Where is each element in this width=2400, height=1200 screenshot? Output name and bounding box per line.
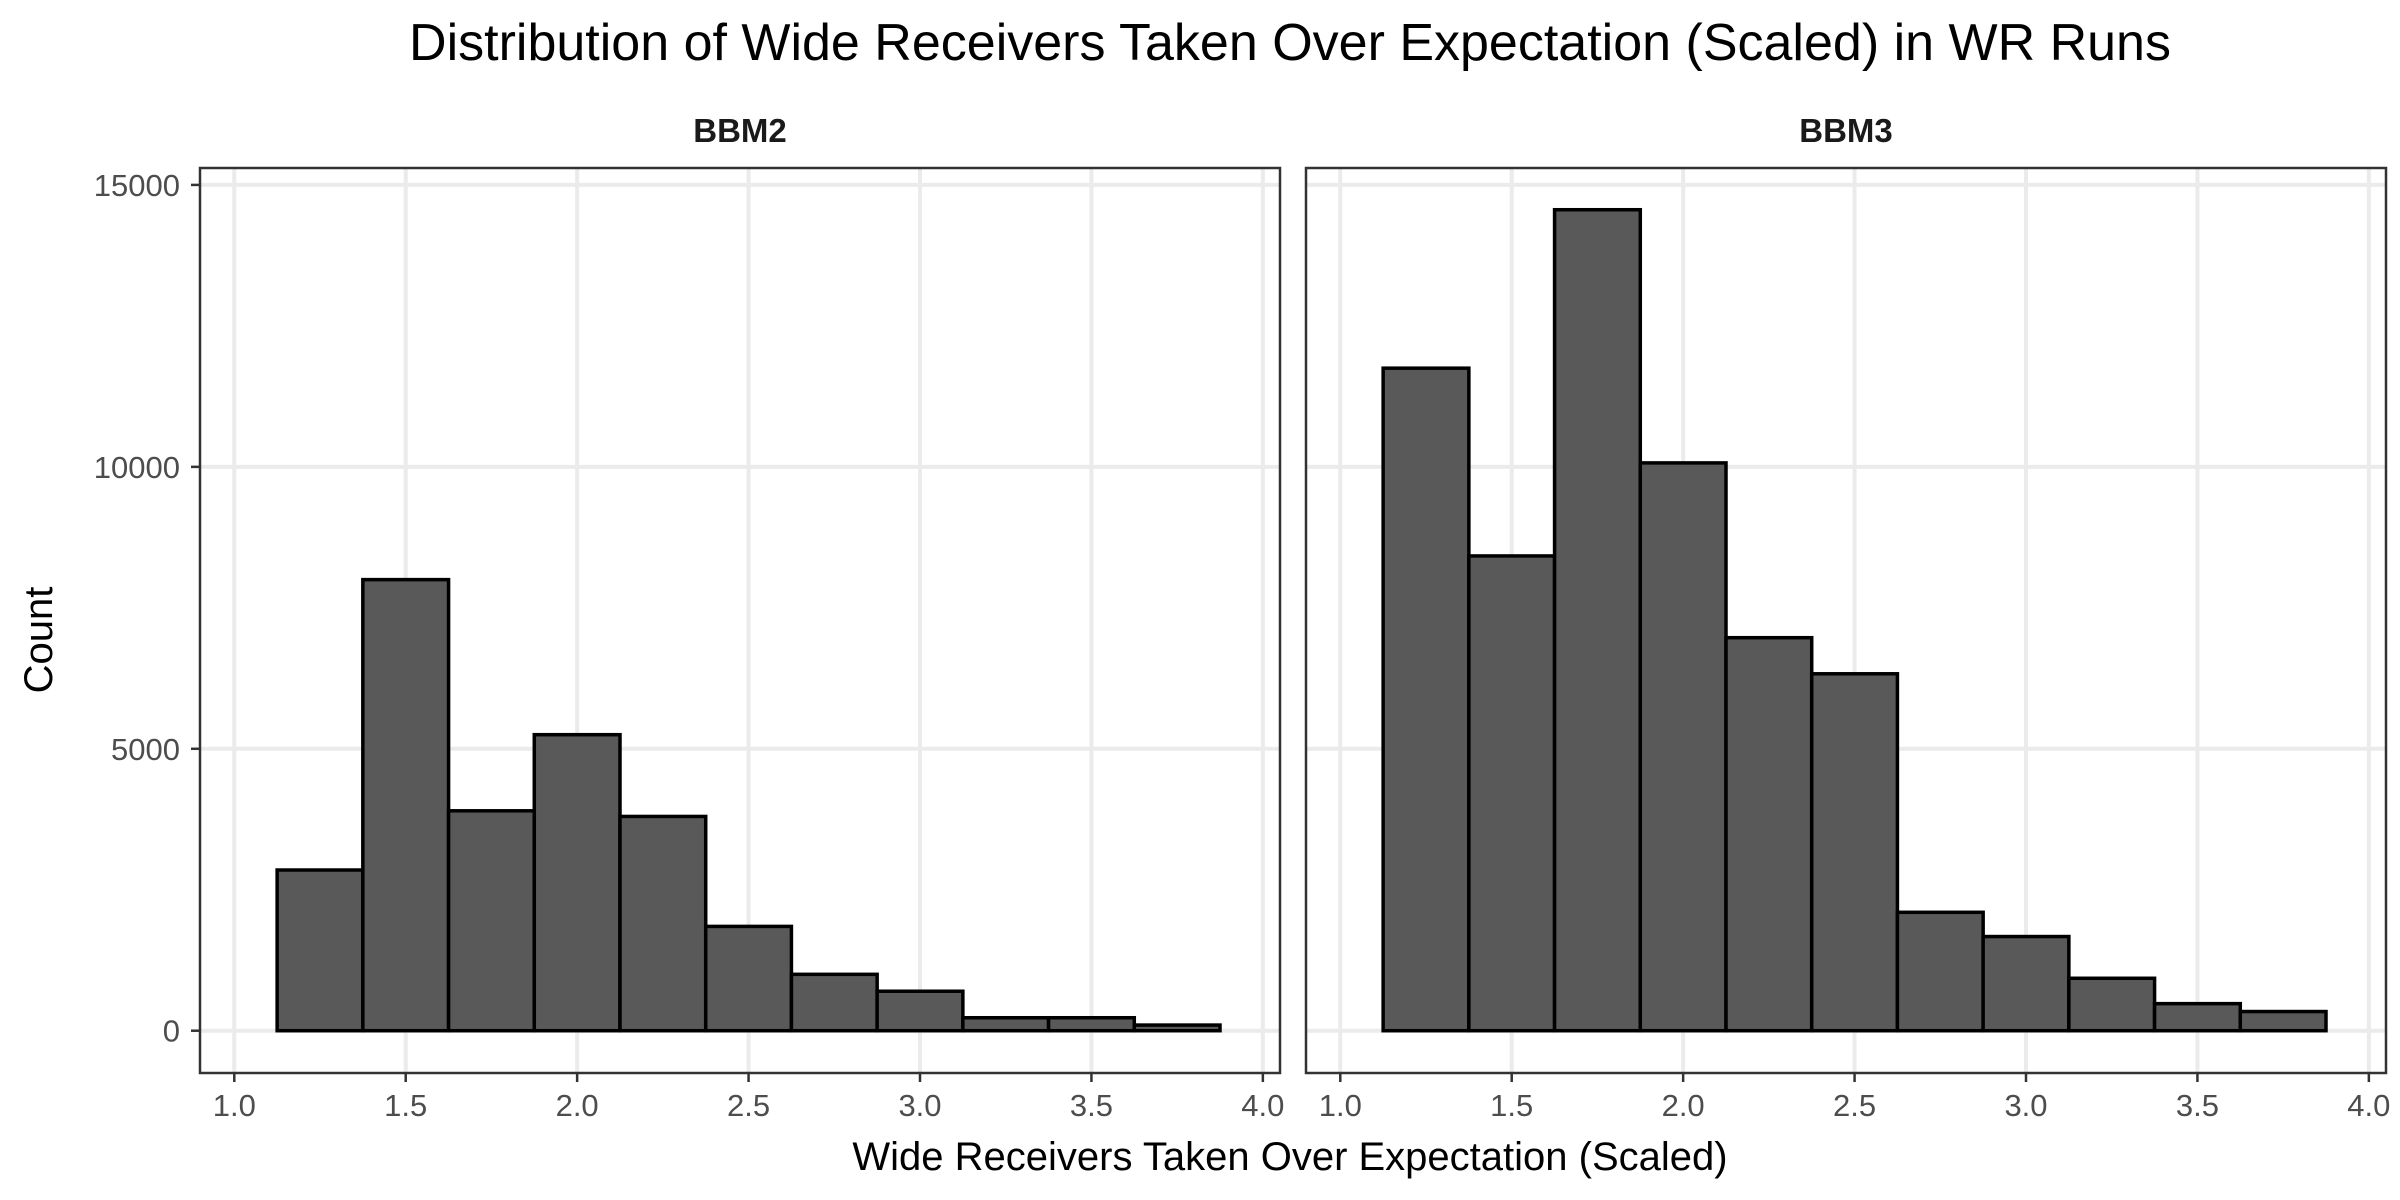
panel-border [1304,166,2388,1075]
facet-label: BBM3 [1799,112,1893,149]
histogram-bar [1552,207,1643,1033]
x-tick-label: 3.5 [1070,1088,1113,1123]
histogram-bar [2238,1009,2328,1033]
y-axis-title: Count [17,587,61,694]
y-tick-label: 0 [163,1014,180,1049]
panel-bbm3: BBM3 1.0 1.5 2.0 2.5 3.0 3.5 4.0 [1304,112,2390,1123]
x-axis-title: Wide Receivers Taken Over Expectation (S… [852,1135,1727,1179]
x-tick-label: 2.5 [727,1088,770,1123]
chart-title: Distribution of Wide Receivers Taken Ove… [409,14,2171,72]
histogram-bar [1895,910,1985,1033]
facet-label: BBM2 [693,112,787,149]
x-tick-label: 4.0 [2347,1088,2390,1123]
histogram-bar [703,924,794,1033]
histogram-bar [446,809,537,1033]
x-tick-label: 3.0 [898,1088,941,1123]
histogram-bar [875,989,965,1033]
histogram-bar [961,1015,1051,1033]
facet-panels: BBM2 1.0 1.5 2.0 2.5 3.0 3.5 4.0 0 5000 10000 15000… [94,112,2391,1123]
x-tick-label: 1.5 [1490,1088,1533,1123]
histogram-bar [275,868,365,1033]
x-tick-label: 4.0 [1241,1088,1284,1123]
histogram-bar [618,814,708,1033]
y-tick-label: 5000 [111,732,180,767]
histogram-bar [1981,934,2071,1033]
x-tick-label: 3.5 [2176,1088,2219,1123]
y-tick-label: 15000 [94,168,180,203]
histogram-bar [2152,1001,2243,1033]
x-tick-label: 1.0 [213,1088,256,1123]
histogram-bar [1809,672,1900,1033]
histogram-bar [1046,1015,1137,1033]
histogram-bar [1638,461,1728,1033]
x-tick-label: 1.0 [1319,1088,1362,1123]
histogram-bar [1724,635,1814,1033]
histogram-bar [1467,554,1557,1033]
histogram-bar [2067,976,2157,1033]
panel-border [198,166,1282,1075]
histogram-bar [361,577,451,1033]
panel-bbm2: BBM2 1.0 1.5 2.0 2.5 3.0 3.5 4.0 0 5000 10000 15000 [94,112,1285,1123]
histogram-bar [1132,1023,1222,1033]
x-tick-label: 2.0 [1662,1088,1705,1123]
histogram-bar [532,732,622,1033]
y-tick-label: 10000 [94,450,180,485]
x-tick-label: 2.0 [556,1088,599,1123]
histogram-bar [789,972,879,1033]
x-tick-label: 2.5 [1833,1088,1876,1123]
x-tick-label: 1.5 [384,1088,427,1123]
x-tick-label: 3.0 [2004,1088,2047,1123]
histogram-bar [1381,366,1471,1033]
